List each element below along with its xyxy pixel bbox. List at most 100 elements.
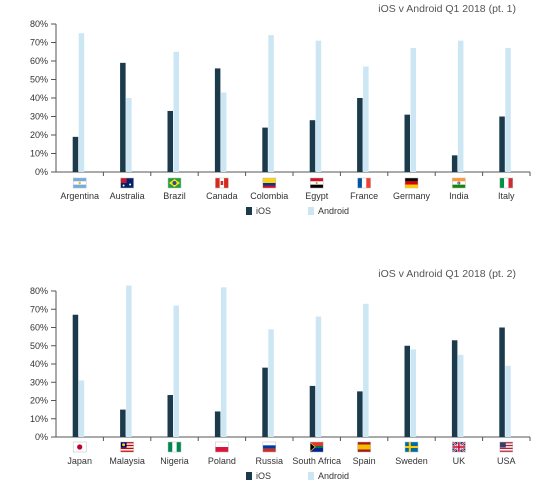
- france-flag-icon: [357, 177, 371, 189]
- ios-bar-egypt: [309, 120, 316, 172]
- ios-bar-australia: [120, 62, 126, 172]
- android-bar-australia: [126, 98, 132, 172]
- android-bar-japan: [78, 380, 85, 437]
- x-tick-label: Japan: [67, 456, 92, 466]
- android-bar-uk: [457, 354, 464, 437]
- ios-bar-canada: [214, 68, 221, 172]
- x-tick-label: Canada: [206, 191, 238, 201]
- legend-ios-label: iOS: [256, 206, 271, 216]
- canada-flag-icon: [215, 177, 229, 189]
- x-tick-label: Poland: [208, 456, 236, 466]
- android-bar-south-africa: [315, 316, 322, 437]
- y-tick-label: 40%: [30, 93, 48, 103]
- x-tick-label: Spain: [353, 456, 376, 466]
- ios-bar-france: [357, 98, 363, 172]
- x-tick-label: Australia: [110, 191, 145, 201]
- y-tick-label: 50%: [30, 341, 48, 351]
- germany-flag-icon: [404, 177, 419, 189]
- android-bar-nigeria: [173, 305, 179, 437]
- y-tick-label: 20%: [30, 130, 48, 140]
- ios-bar-spain: [357, 391, 363, 437]
- y-tick-label: 50%: [30, 75, 48, 85]
- x-tick-label: USA: [497, 456, 516, 466]
- poland-flag-icon: [215, 441, 229, 453]
- android-bar-argentina: [78, 33, 85, 172]
- malaysia-flag-icon: [120, 441, 134, 453]
- egypt-flag-icon: [309, 177, 324, 189]
- legend-ios-swatch: [246, 207, 252, 215]
- russia-flag-icon: [262, 441, 277, 453]
- android-bar-sweden: [410, 349, 416, 437]
- y-tick-label: 80%: [30, 286, 48, 296]
- ios-bar-poland: [214, 411, 221, 437]
- brazil-flag-icon: [167, 177, 182, 189]
- x-tick-label: France: [350, 191, 378, 201]
- colombia-flag-icon: [262, 177, 277, 189]
- y-tick-label: 30%: [30, 112, 48, 122]
- android-bar-italy: [505, 48, 511, 172]
- ios-bar-germany: [404, 114, 410, 172]
- uk-flag-icon: [451, 441, 467, 453]
- android-bar-spain: [363, 303, 369, 437]
- android-bar-russia: [268, 329, 274, 437]
- y-tick-label: 60%: [30, 323, 48, 333]
- android-bar-usa: [505, 365, 511, 437]
- argentina-flag-icon: [72, 177, 87, 189]
- south-africa-flag-icon: [309, 441, 324, 453]
- ios-bar-colombia: [262, 127, 268, 172]
- x-tick-label: Colombia: [250, 191, 288, 201]
- ios-bar-italy: [499, 116, 505, 172]
- y-tick-label: 70%: [30, 38, 48, 48]
- android-bar-germany: [410, 48, 416, 172]
- x-tick-label: Brazil: [163, 191, 186, 201]
- legend-android-swatch: [308, 207, 314, 215]
- spain-flag-icon: [357, 441, 371, 453]
- legend-ios-label: iOS: [256, 471, 271, 481]
- japan-flag-icon: [72, 441, 87, 453]
- australia-flag-icon: [120, 177, 134, 189]
- usa-flag-icon: [499, 441, 514, 453]
- android-bar-india: [457, 40, 464, 173]
- ios-bar-japan: [72, 314, 79, 437]
- y-tick-label: 40%: [30, 359, 48, 369]
- x-tick-label: Germany: [393, 191, 431, 201]
- ios-bar-india: [451, 155, 458, 172]
- x-tick-label: UK: [453, 456, 466, 466]
- legend-ios-swatch: [246, 472, 252, 480]
- x-tick-label: Sweden: [395, 456, 428, 466]
- android-bar-poland: [220, 287, 227, 437]
- x-tick-label: Egypt: [305, 191, 329, 201]
- x-tick-label: Argentina: [60, 191, 99, 201]
- ios-bar-usa: [499, 327, 505, 437]
- android-bar-brazil: [173, 51, 179, 172]
- y-tick-label: 70%: [30, 304, 48, 314]
- ios-bar-uk: [451, 340, 458, 437]
- ios-bar-sweden: [404, 345, 410, 437]
- legend-android-label: Android: [318, 471, 349, 481]
- chart-2: iOS v Android Q1 2018 (pt. 2) 0% 10% 20% 30%…: [30, 268, 531, 481]
- y-tick-label: 10%: [30, 149, 48, 159]
- x-tick-label: Italy: [498, 191, 515, 201]
- ios-bar-brazil: [167, 110, 173, 172]
- android-bar-egypt: [315, 40, 322, 173]
- android-bar-malaysia: [126, 285, 132, 437]
- android-bar-colombia: [268, 35, 274, 172]
- india-flag-icon: [452, 177, 466, 189]
- ios-bar-nigeria: [167, 395, 173, 437]
- ios-bar-south-africa: [309, 385, 316, 437]
- nigeria-flag-icon: [167, 441, 182, 453]
- y-tick-label: 10%: [30, 414, 48, 424]
- ios-bar-argentina: [72, 136, 79, 172]
- android-bar-canada: [220, 92, 227, 172]
- x-tick-label: Nigeria: [160, 456, 189, 466]
- y-tick-label: 60%: [30, 56, 48, 66]
- x-tick-label: South Africa: [292, 456, 341, 466]
- y-tick-label: 20%: [30, 396, 48, 406]
- y-tick-label: 0%: [35, 432, 48, 442]
- legend-android-swatch: [308, 472, 314, 480]
- y-tick-label: 80%: [30, 19, 48, 29]
- x-tick-label: Russia: [256, 456, 284, 466]
- chart-title: iOS v Android Q1 2018 (pt. 2): [378, 268, 516, 280]
- x-tick-label: Malaysia: [109, 456, 145, 466]
